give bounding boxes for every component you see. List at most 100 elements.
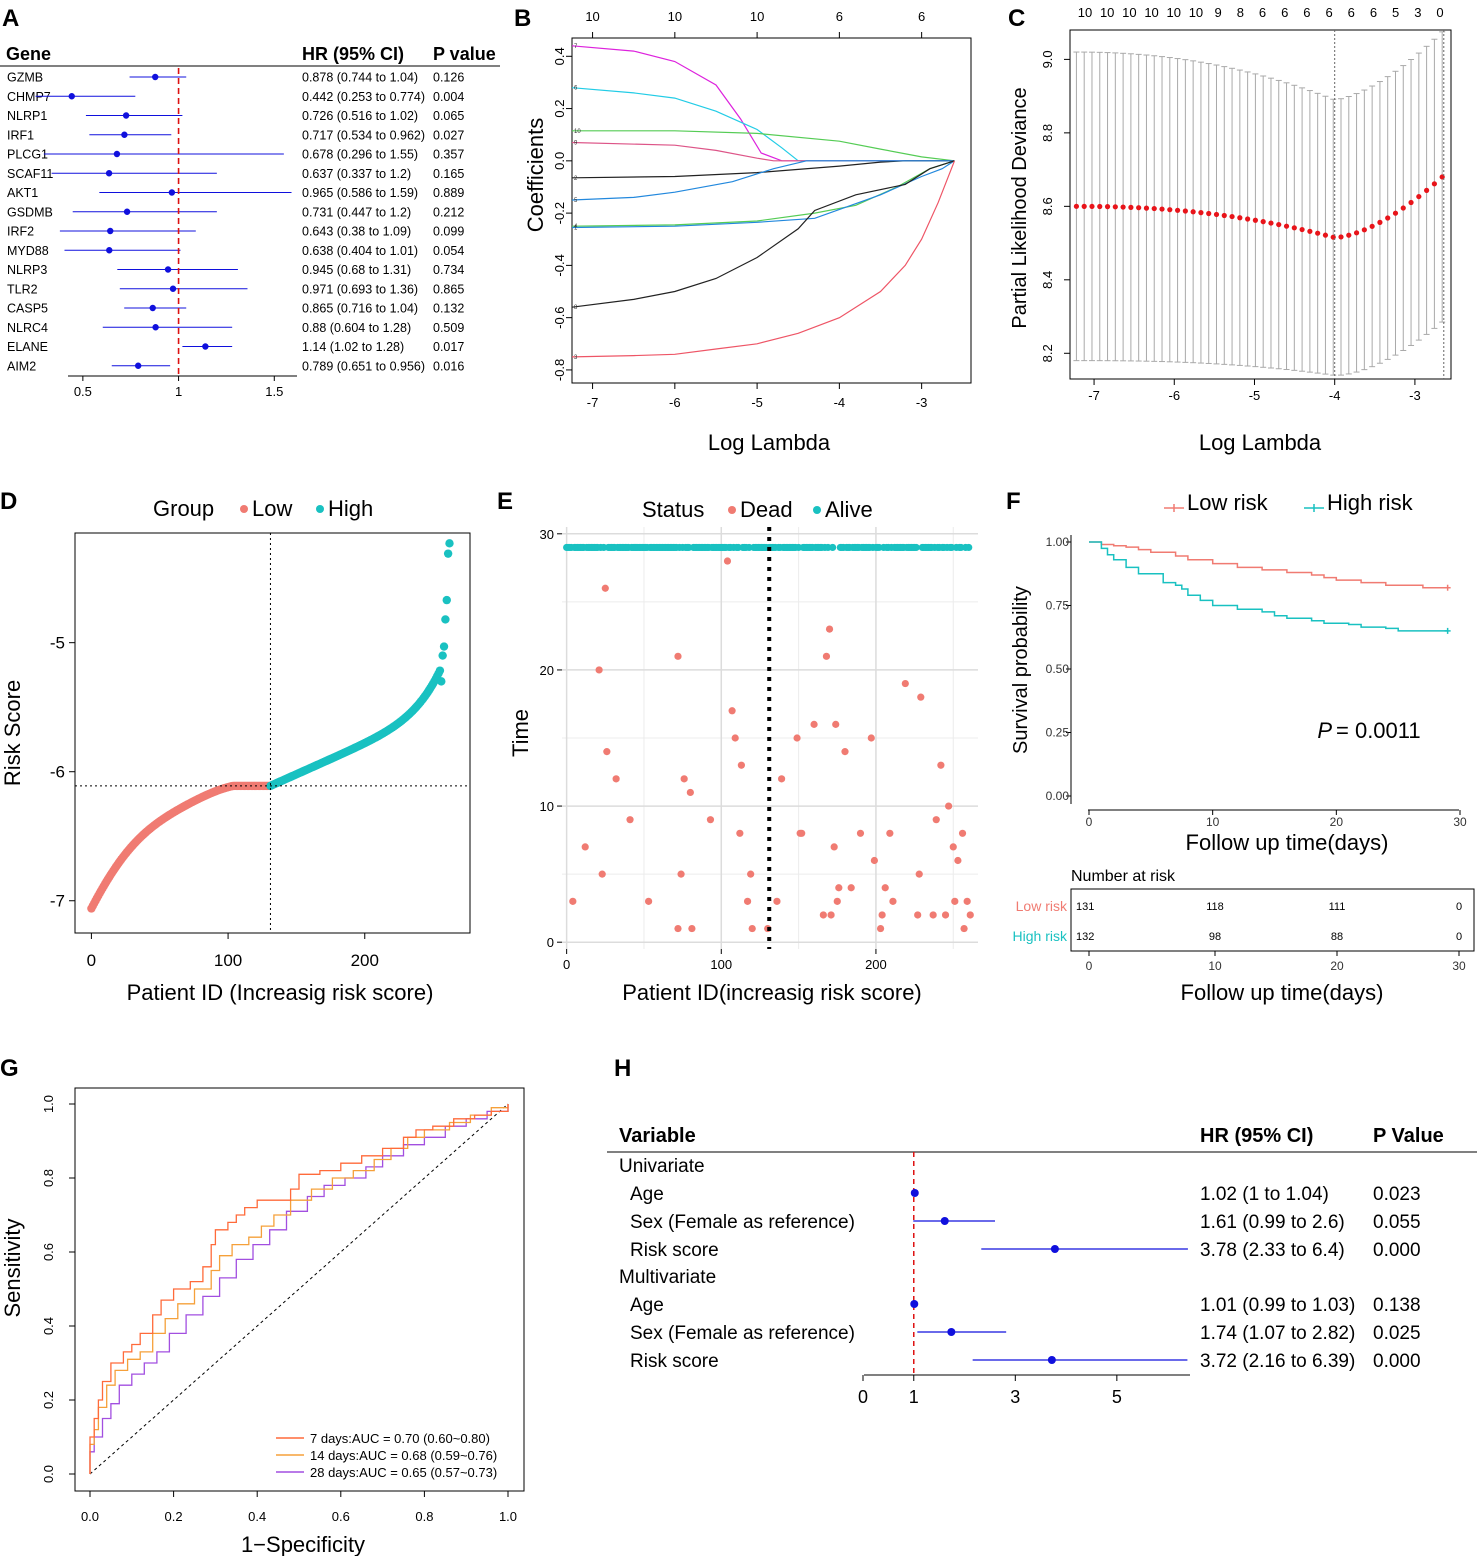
dead-point xyxy=(886,829,894,837)
x-axis-title: Patient ID(increasig risk score) xyxy=(622,980,922,1005)
risk-table-title: Number at risk xyxy=(1071,868,1176,885)
panel-letter-e: E xyxy=(497,488,513,515)
dead-point xyxy=(945,802,953,810)
legend-label-dead: Dead xyxy=(740,497,793,522)
x-tick-label: 0 xyxy=(563,957,570,972)
panel-letter-h: H xyxy=(614,1055,631,1082)
legend-label: 14 days:AUC = 0.68 (0.59~0.76) xyxy=(310,1448,497,1463)
risk-point xyxy=(443,549,453,558)
dead-point xyxy=(677,870,685,878)
gene-label: NLRC4 xyxy=(7,321,48,335)
x-tick-label: 0 xyxy=(1086,959,1093,973)
x-tick-label: -5 xyxy=(751,395,763,410)
x-tick-label: 3 xyxy=(1010,1387,1020,1407)
hr-point xyxy=(122,112,130,119)
dead-point xyxy=(731,734,739,742)
p-value: 0.054 xyxy=(433,244,464,258)
coef-path-8 xyxy=(571,160,955,308)
x-tick-label: 200 xyxy=(865,957,887,972)
hr-point xyxy=(134,362,142,369)
top-tick-label: 10 xyxy=(585,9,599,24)
y-tick-label: 8.2 xyxy=(1040,344,1055,362)
gene-label: SCAF11 xyxy=(7,167,53,181)
p-value: 0.889 xyxy=(433,186,464,200)
variable-label: Age xyxy=(630,1184,664,1205)
dead-point xyxy=(825,625,834,633)
coef-path-6 xyxy=(571,87,955,162)
deviance-point xyxy=(1416,193,1422,200)
path-index-label: 9 xyxy=(574,141,578,147)
deviance-point xyxy=(1073,203,1080,209)
panel-h: H Variable HR (95% CI) P Value Univariate Age… xyxy=(607,1055,1477,1407)
panel-d: D Group Low High 0 100 200 -7 -6 -5 Patient ID (In… xyxy=(0,488,471,1005)
dead-point xyxy=(601,584,609,592)
dead-point xyxy=(595,666,603,674)
dead-point xyxy=(737,761,745,769)
deviance-point xyxy=(1361,227,1367,233)
deviance-point xyxy=(1229,213,1235,220)
y-tick-label: 8.6 xyxy=(1040,197,1055,215)
gene-label: IRF1 xyxy=(7,128,34,142)
y-tick-label: 9.0 xyxy=(1040,50,1055,68)
hr-point xyxy=(106,247,113,254)
column-header-variable: Variable xyxy=(619,1125,696,1147)
y-tick-label: 30 xyxy=(540,527,554,542)
y-tick-label: -0.8 xyxy=(552,359,567,381)
hr-text: 0.865 (0.716 to 1.04) xyxy=(302,302,418,316)
dead-point xyxy=(915,870,923,878)
x-tick-label: 30 xyxy=(1453,815,1467,829)
x-tick-label: 200 xyxy=(351,951,379,970)
alive-point xyxy=(965,543,973,552)
p-value: 0.065 xyxy=(433,109,464,123)
plot-frame xyxy=(571,37,972,384)
top-tick-label: 6 xyxy=(1370,5,1377,20)
deviance-point xyxy=(1283,223,1290,229)
group-label: Univariate xyxy=(619,1156,705,1177)
risk-count: 131 xyxy=(1076,901,1094,913)
dead-point xyxy=(949,843,957,851)
panel-f: F Low risk High risk 0 10 20 30 0.00 0.25 0.50 0.7… xyxy=(1006,488,1475,1005)
legend-label-high: High risk xyxy=(1327,490,1414,515)
p-value: 0.865 xyxy=(433,282,464,296)
top-tick-label: 6 xyxy=(1348,5,1355,20)
column-header-hr: HR (95% CI) xyxy=(302,44,404,64)
hr-text: 0.945 (0.68 to 1.31) xyxy=(302,263,411,277)
deviance-point xyxy=(1198,210,1204,216)
dead-point xyxy=(773,897,781,905)
top-tick-label: 0 xyxy=(1436,5,1443,20)
x-tick-label: 1 xyxy=(909,1387,919,1407)
hr-text: 3.72 (2.16 to 6.39) xyxy=(1200,1351,1355,1372)
p-value: 0.165 xyxy=(433,167,464,181)
x-tick-label: 20 xyxy=(1330,959,1344,973)
risk-table-frame xyxy=(1070,888,1475,952)
deviance-point xyxy=(1104,204,1111,210)
y-tick-label: -0.4 xyxy=(552,254,567,276)
dead-point xyxy=(917,693,925,701)
risk-point xyxy=(442,595,451,605)
legend-label: 28 days:AUC = 0.65 (0.57~0.73) xyxy=(310,1465,497,1480)
legend-swatch-high xyxy=(316,505,324,513)
deviance-point xyxy=(1159,206,1165,212)
dead-point xyxy=(810,720,818,728)
coef-path-9 xyxy=(571,141,955,162)
dead-point xyxy=(736,829,744,837)
km-curve-high xyxy=(1089,541,1448,632)
hr-point xyxy=(910,1300,919,1308)
hr-point xyxy=(169,285,177,292)
gene-label: ELANE xyxy=(7,340,48,354)
hr-point xyxy=(105,170,113,177)
top-tick-label: 10 xyxy=(1189,5,1203,20)
dead-point xyxy=(706,816,715,824)
top-tick-label: 10 xyxy=(1100,5,1114,20)
y-tick-label: 0.4 xyxy=(41,1317,56,1335)
risk-point xyxy=(439,642,449,651)
x-tick-label: 0 xyxy=(858,1387,868,1407)
dead-point xyxy=(830,843,838,851)
y-tick-label: 0.0 xyxy=(552,152,567,170)
p-value: 0.004 xyxy=(433,90,464,104)
x-axis-title: Follow up time(days) xyxy=(1186,830,1389,855)
hr-point xyxy=(947,1328,956,1336)
variable-label: Risk score xyxy=(630,1240,719,1261)
path-index-label: 2 xyxy=(574,176,578,182)
dead-point xyxy=(932,816,940,824)
